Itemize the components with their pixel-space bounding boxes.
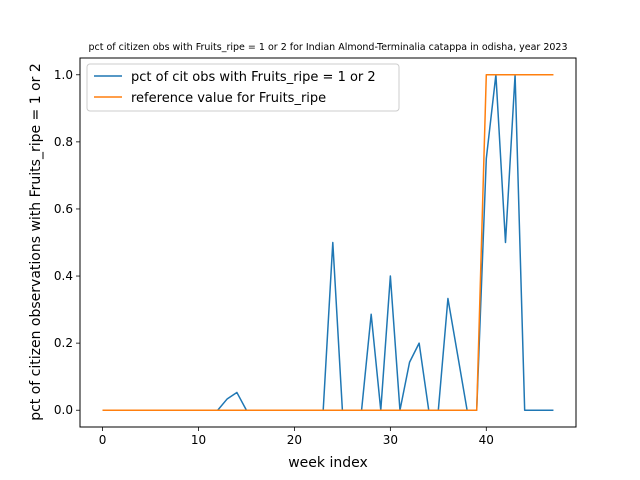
series-line-2 xyxy=(102,74,554,411)
x-axis-ticks: 0 10 20 30 40 xyxy=(99,427,494,447)
x-tick-label: 10 xyxy=(191,433,206,447)
plot-lines xyxy=(102,74,554,411)
x-tick-label: 0 xyxy=(99,433,107,447)
plot-frame xyxy=(79,57,577,428)
legend-frame xyxy=(86,63,400,112)
y-axis-label: pct of citizen observations with Fruits_… xyxy=(28,63,44,421)
x-tick-label: 30 xyxy=(383,433,398,447)
legend: pct of cit obs with Fruits_ripe = 1 or 2… xyxy=(86,63,400,112)
y-tick-label: 0.8 xyxy=(54,135,73,149)
x-tick-label: 40 xyxy=(479,433,494,447)
legend-label-1: pct of cit obs with Fruits_ripe = 1 or 2 xyxy=(131,70,376,85)
y-axis-ticks: 0.0 0.2 0.4 0.6 0.8 1.0 xyxy=(54,68,80,417)
y-tick-label: 1.0 xyxy=(54,68,73,82)
series-line-1 xyxy=(102,74,554,411)
x-tick-label: 20 xyxy=(287,433,302,447)
legend-label-2: reference value for Fruits_ripe xyxy=(131,91,326,106)
chart-title: pct of citizen obs with Fruits_ripe = 1 … xyxy=(88,42,567,53)
x-axis-label: week index xyxy=(288,455,368,471)
y-tick-label: 0.4 xyxy=(54,269,73,283)
y-tick-label: 0.6 xyxy=(54,202,73,216)
y-tick-label: 0.2 xyxy=(54,336,73,350)
y-tick-label: 0.0 xyxy=(54,403,73,417)
